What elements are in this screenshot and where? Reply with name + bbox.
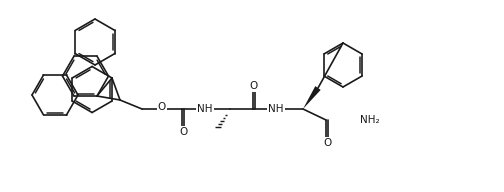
- Text: O: O: [179, 127, 187, 137]
- Text: NH₂: NH₂: [360, 115, 380, 125]
- Text: O: O: [323, 138, 331, 148]
- Text: O: O: [158, 102, 166, 112]
- Text: O: O: [250, 81, 258, 91]
- Polygon shape: [303, 86, 321, 109]
- Text: NH: NH: [268, 104, 284, 114]
- Text: NH: NH: [197, 104, 213, 114]
